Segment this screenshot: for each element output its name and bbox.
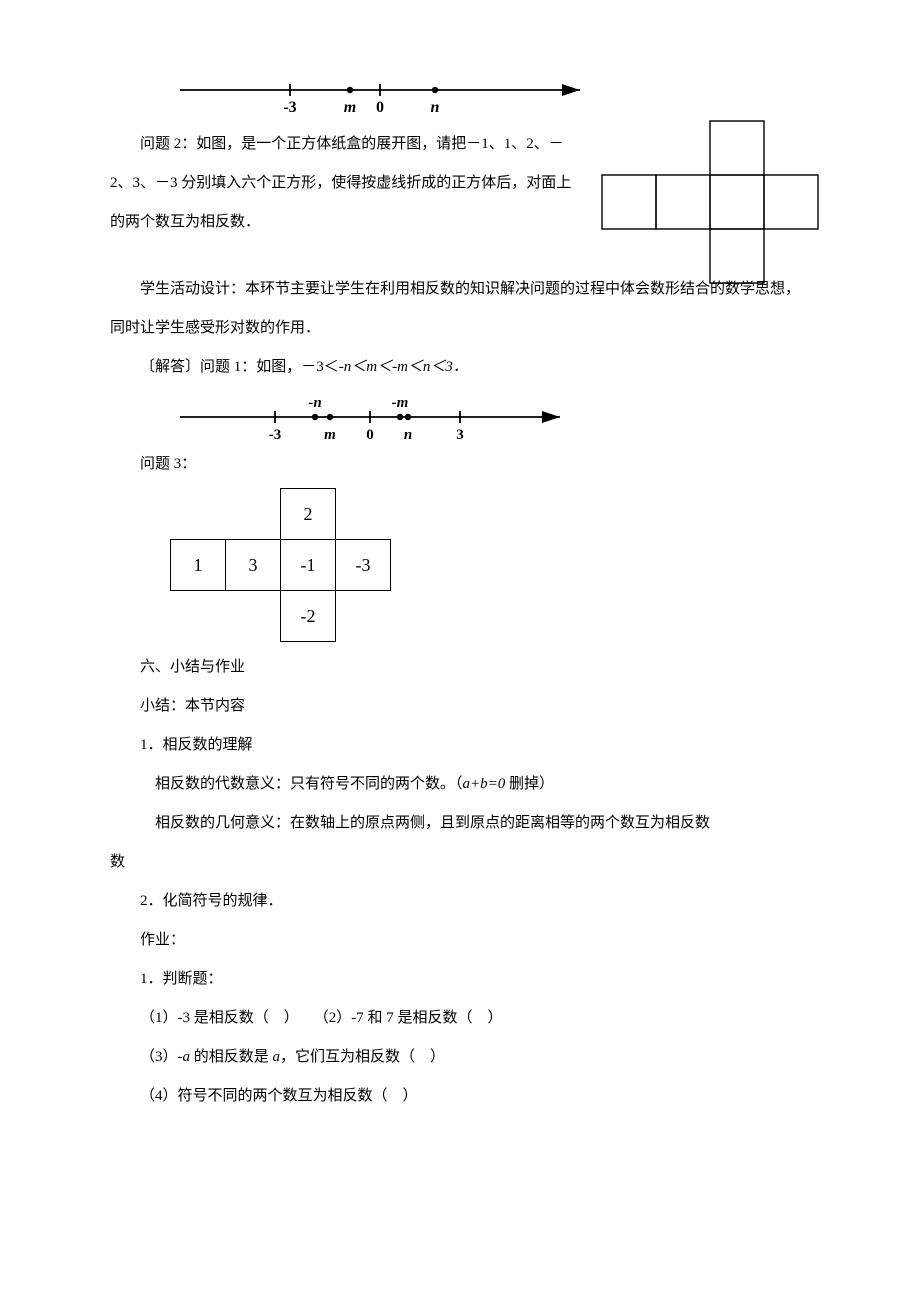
- homework-label: 作业：: [110, 921, 810, 960]
- summary-1a-prefix: 相反数的代数意义：只有符号不同的两个数: [155, 776, 440, 792]
- hw13-var1: a: [183, 1049, 191, 1065]
- answer-1-seq: -n＜m＜-m＜n＜3．: [339, 359, 468, 375]
- homework-1-4: （4）符号不同的两个数互为相反数（ ）: [110, 1077, 810, 1116]
- svg-text:0: 0: [376, 99, 384, 115]
- svg-text:m: m: [344, 99, 356, 115]
- answer-1-prefix: 〔解答〕问题 1：如图，－3＜: [140, 359, 339, 375]
- summary-1a-paren: （: [455, 776, 463, 792]
- hw13-var2: a: [273, 1049, 281, 1065]
- summary-label: 小结：本节内容: [110, 687, 810, 726]
- svg-text:-3: -3: [269, 427, 282, 441]
- summary-1: 1．相反数的理解: [110, 726, 810, 765]
- hw13-mid: 的相反数是: [190, 1049, 273, 1065]
- summary-1a-tail: 删掉）: [505, 776, 554, 792]
- svg-text:-3: -3: [283, 99, 296, 115]
- summary-2: 2．化简符号的规律．: [110, 882, 810, 921]
- svg-text:m: m: [324, 427, 336, 441]
- svg-text:-n: -n: [308, 395, 321, 411]
- svg-text:0: 0: [366, 427, 374, 441]
- cross-net-table: 213-1-3-2: [170, 488, 391, 642]
- dot-icon: 。: [440, 776, 455, 792]
- homework-1-1: （1）-3 是相反数（ ） （2）-7 和 7 是相反数（ ）: [110, 999, 810, 1038]
- svg-text:n: n: [404, 427, 412, 441]
- cube-net-diagram: [600, 119, 820, 285]
- answer-1-text: 〔解答〕问题 1：如图，－3＜-n＜m＜-m＜n＜3．: [110, 348, 810, 387]
- number-line-diagram-1: -3 0 m n: [150, 60, 810, 115]
- svg-text:n: n: [431, 99, 440, 115]
- summary-1a: 相反数的代数意义：只有符号不同的两个数。（a+b=0 删掉）: [110, 765, 810, 804]
- question-2-text: 问题 2：如图，是一个正方体纸盒的展开图，请把－1、1、2、－2、3、－3 分别…: [110, 125, 580, 242]
- hw13-prefix: （3）-: [140, 1049, 183, 1065]
- homework-1: 1．判断题：: [110, 960, 810, 999]
- hw13-suffix: ，它们互为相反数（ ）: [280, 1049, 445, 1065]
- svg-text:3: 3: [456, 427, 464, 441]
- question-3-label: 问题 3：: [110, 445, 810, 484]
- summary-1b: 相反数的几何意义：在数轴上的原点两侧，且到原点的距离相等的两个数互为相反数: [110, 804, 810, 843]
- number-line-diagram-2: -3 0 3 m n -n -m: [150, 383, 810, 441]
- summary-1b-tail: 数: [110, 843, 810, 882]
- summary-1a-expr: a+b=0: [463, 776, 506, 792]
- homework-1-3: （3）-a 的相反数是 a，它们互为相反数（ ）: [110, 1038, 810, 1077]
- svg-text:-m: -m: [392, 395, 409, 411]
- question-2-block: 问题 2：如图，是一个正方体纸盒的展开图，请把－1、1、2、－2、3、－3 分别…: [110, 125, 810, 242]
- section-6-title: 六、小结与作业: [110, 648, 810, 687]
